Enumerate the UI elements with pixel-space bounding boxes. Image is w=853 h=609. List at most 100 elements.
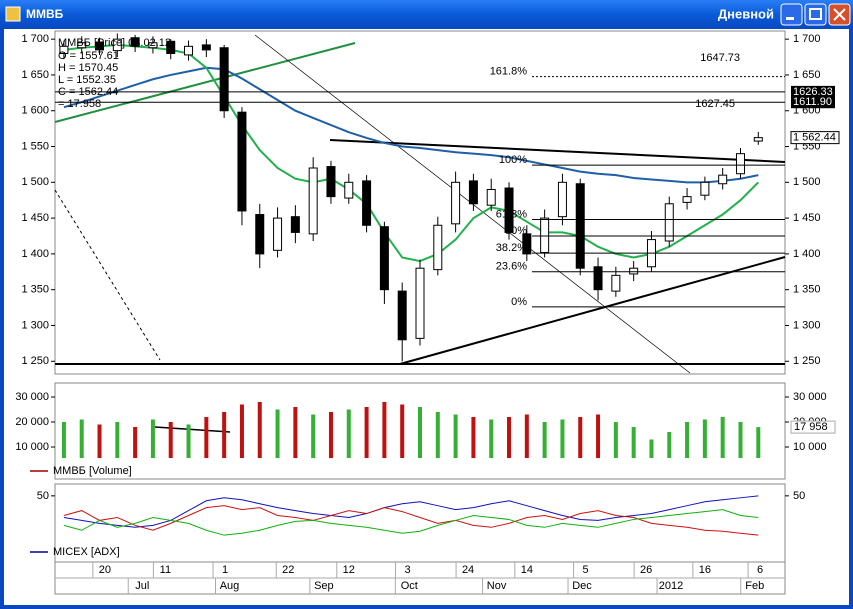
month-label: Feb (745, 580, 764, 592)
maximize-icon (809, 8, 822, 20)
candle-body (379, 226, 389, 291)
candle-body (344, 181, 354, 199)
volume-bar (649, 439, 654, 458)
y-tick-label: 1 400 (793, 248, 821, 260)
x-tick-label: 14 (521, 564, 533, 576)
candle-body (112, 38, 122, 52)
y-tick-label: 1 450 (21, 212, 49, 224)
y-tick-label: 1 350 (21, 284, 49, 296)
volume-bar (97, 424, 102, 458)
candle-body (255, 214, 265, 255)
y-tick-label: 1 300 (793, 319, 821, 331)
candle-body (59, 45, 69, 54)
y-tick-label: 1 650 (21, 69, 49, 81)
window-period: Дневной (718, 6, 774, 21)
y-tick-label: 1 700 (793, 33, 821, 45)
y-tick-label: 1 650 (793, 69, 821, 81)
month-label: Jul (135, 580, 149, 592)
price-info: L = 1552.35 (58, 74, 116, 86)
fib-label: 50% (505, 225, 527, 237)
x-tick-label: 12 (343, 564, 355, 576)
minimize-button[interactable] (780, 3, 803, 26)
candle-body (148, 42, 158, 49)
volume-bar (471, 417, 476, 458)
fib-label: 100% (499, 154, 527, 166)
y-tick-label: 50 (37, 490, 49, 502)
level-box (791, 96, 835, 109)
candle-body (290, 216, 300, 233)
volume-bar (168, 422, 173, 458)
volume-bar (311, 414, 316, 458)
volume-bar (702, 419, 707, 458)
price-info: C = 1562.44 (58, 86, 118, 98)
volume-bar (453, 414, 458, 458)
y-tick-label: 1 700 (21, 33, 49, 45)
volume-bar (667, 432, 672, 458)
x-tick-label: 3 (404, 564, 410, 576)
month-label: 2012 (659, 580, 683, 592)
y-tick-label: 1 400 (21, 248, 49, 260)
maximize-button[interactable] (804, 3, 827, 26)
x-tick-label: 5 (583, 564, 589, 576)
candle-body (593, 266, 603, 291)
x-tick-label: 24 (462, 564, 474, 576)
last-price-label: 1 562.44 (793, 132, 836, 144)
adx-line (63, 509, 759, 536)
y-tick-label: 1 450 (793, 212, 821, 224)
volume-bar (61, 422, 66, 458)
month-label: Sep (314, 580, 334, 592)
volume-legend: ММВБ [Volume] (53, 465, 132, 477)
volume-bar (115, 422, 120, 458)
chart-area (4, 29, 849, 605)
y-tick-label: 1 300 (21, 319, 49, 331)
candle-body (362, 180, 372, 226)
volume-bar (400, 404, 405, 458)
moving-average (63, 43, 760, 263)
y-tick-label: 10 000 (15, 441, 49, 453)
volume-bar (524, 414, 529, 458)
fib-label: 161.8% (490, 65, 528, 77)
window-icon (5, 6, 21, 22)
volume-bar (293, 407, 298, 458)
close-icon (833, 8, 846, 21)
minimize-icon (786, 17, 794, 20)
level-label: 1611.90 (793, 96, 832, 108)
volume-bar (738, 422, 743, 458)
y-tick-label: 30 000 (793, 391, 827, 403)
price-info: = 17.958 (58, 98, 101, 110)
candle-body (184, 45, 194, 56)
candle-body (166, 40, 176, 54)
x-tick-label: 16 (699, 564, 711, 576)
volume-bar (275, 409, 280, 458)
x-tick-label: 20 (99, 564, 111, 576)
candle-body (718, 174, 728, 185)
price-info: H = 1570.45 (58, 62, 118, 74)
y-tick-label: 10 000 (793, 441, 827, 453)
volume-bar (613, 422, 618, 458)
candle-body (700, 181, 710, 196)
fib-label: 61.8% (496, 208, 527, 220)
month-label: Dec (572, 580, 592, 592)
fib-label: 0% (511, 296, 527, 308)
volume-bar (489, 419, 494, 458)
candle-body (451, 181, 461, 225)
y-tick-label: 50 (793, 490, 805, 502)
candle-body (77, 42, 87, 49)
volume-bar (364, 407, 369, 458)
volume-bar (435, 412, 440, 458)
x-tick-label: 26 (640, 564, 652, 576)
volume-bar (204, 417, 209, 458)
volume-bar (756, 427, 761, 458)
volume-bar (79, 419, 84, 458)
volume-bar (346, 409, 351, 458)
candle-body (522, 233, 532, 255)
volume-bar (685, 422, 690, 458)
candle-body (397, 290, 407, 341)
trendlines (54, 34, 786, 433)
volume-bar (186, 424, 191, 458)
y-tick-label: 1 500 (21, 176, 49, 188)
candle-body (433, 224, 443, 271)
price-legend: ММВБ [Price] 03.02.12 (58, 37, 171, 49)
volume-bar (133, 427, 138, 458)
